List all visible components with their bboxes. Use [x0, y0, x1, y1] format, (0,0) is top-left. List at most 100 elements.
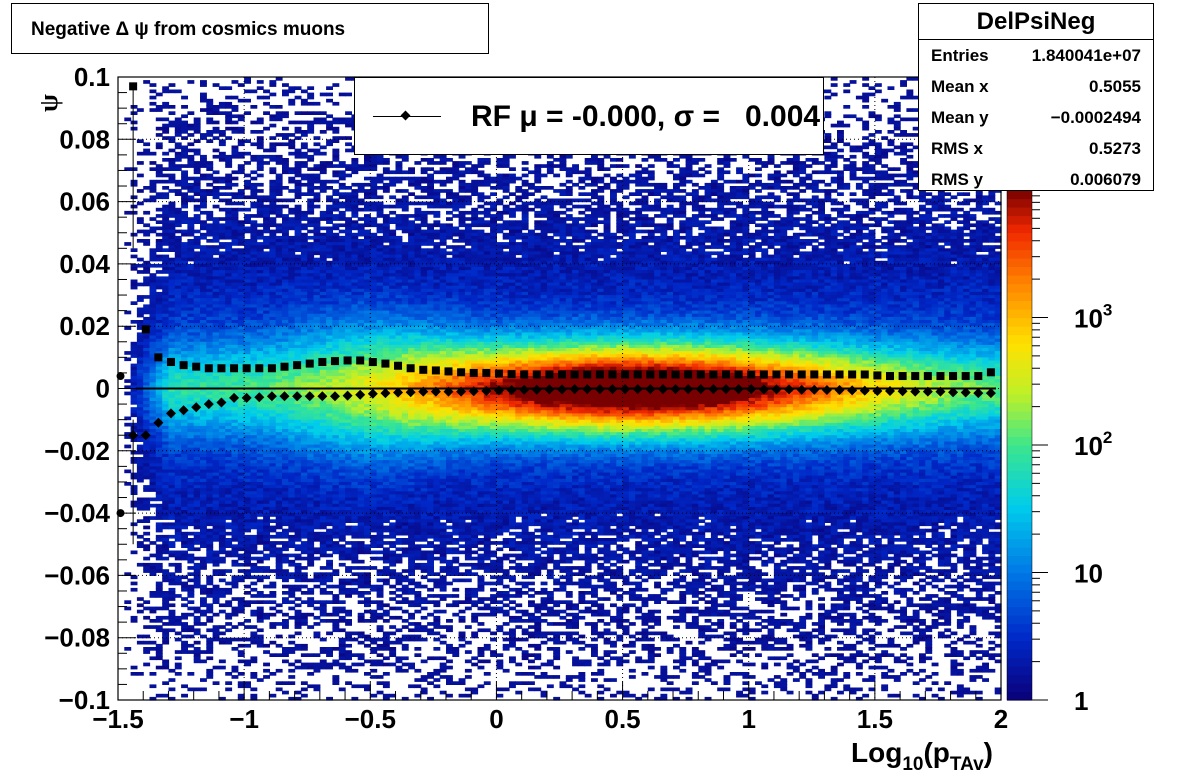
series-upper-point — [923, 372, 932, 381]
y-tick-label: 0 — [96, 374, 110, 404]
series-RF-point — [910, 386, 921, 397]
series-RF-point — [229, 392, 240, 403]
series-RF-point — [342, 390, 353, 401]
series-RF-point — [620, 384, 631, 395]
stats-row-mean-x: Mean x 0.5055 — [919, 71, 1153, 102]
series-RF-point — [859, 385, 870, 396]
series-upper-point — [848, 370, 857, 379]
y-tick-label: 0.06 — [59, 187, 110, 217]
legend-label: RF μ = -0.000, σ = 0.004 — [471, 78, 820, 156]
y-axis: −0.1 −0.08 −0.06 −0.04 −0.02 0 0.02 0.04 0.06 0.0… — [44, 62, 136, 715]
color-scale-step — [1007, 368, 1032, 378]
series-RF-point — [922, 386, 933, 397]
series-upper-point — [318, 358, 327, 367]
series-RF-point — [178, 405, 189, 416]
series-RF-point — [355, 389, 366, 400]
series-RF-point — [317, 391, 328, 402]
stats-name: DelPsiNeg — [919, 4, 1153, 40]
series-RF-point — [329, 391, 340, 402]
color-scale-step — [1007, 445, 1032, 455]
color-scale-step — [1007, 581, 1032, 591]
series-RF-point — [632, 384, 643, 395]
series-upper-point — [810, 370, 819, 379]
color-scale-step — [1007, 530, 1032, 540]
stats-box: DelPsiNeg Entries 1.840041e+07 Mean x 0.50… — [918, 3, 1154, 191]
color-scale-step — [1007, 249, 1032, 259]
color-scale-step — [1007, 190, 1032, 200]
series-RF-point — [443, 386, 454, 397]
series-upper-point — [633, 370, 642, 379]
x-axis: −1.5 −1 −0.5 0 0.5 1 1.5 2 — [92, 682, 1008, 734]
series-upper-point — [166, 358, 175, 367]
series-markers — [116, 82, 996, 545]
series-upper-point — [204, 364, 213, 373]
color-scale-step — [1007, 555, 1032, 565]
y-tick-label: 0.04 — [59, 249, 110, 279]
series-RF-point — [456, 386, 467, 397]
color-scale-step — [1007, 360, 1032, 370]
series-upper-point — [545, 370, 554, 379]
series-upper-point — [192, 362, 201, 371]
series-upper-point — [343, 356, 352, 365]
y-tick-label: 0.02 — [59, 311, 110, 341]
y-tick-label: −0.08 — [44, 623, 110, 653]
series-upper-point — [330, 357, 339, 366]
color-scale-step — [1007, 674, 1032, 684]
color-scale-step — [1007, 334, 1032, 344]
color-scale-step — [1007, 640, 1032, 650]
series-upper-point — [772, 370, 781, 379]
series-upper-point — [722, 370, 731, 379]
series-RF-point — [821, 385, 832, 396]
series-upper-point — [558, 370, 567, 379]
color-scale-step — [1007, 394, 1032, 404]
stats-row-rms-x: RMS x 0.5273 — [919, 133, 1153, 164]
series-RF-point — [481, 385, 492, 396]
chart-title: Negative Δ ψ from cosmics muons — [11, 3, 489, 54]
y-tick-label: −0.04 — [44, 498, 110, 528]
series-upper-point — [469, 368, 478, 377]
color-scale-step — [1007, 309, 1032, 319]
color-scale-step — [1007, 479, 1032, 489]
color-scale-step — [1007, 428, 1032, 438]
color-scale-step — [1007, 606, 1032, 616]
series-RF-point — [847, 385, 858, 396]
color-scale-step — [1007, 598, 1032, 608]
color-scale-step — [1007, 513, 1032, 523]
series-RF-point — [746, 384, 757, 395]
color-scale-step — [1007, 496, 1032, 506]
series-upper-point — [986, 368, 995, 377]
series-RF-point — [884, 385, 895, 396]
color-scale-step — [1007, 504, 1032, 514]
color-scale-step — [1007, 649, 1032, 659]
y-tick-label: −0.1 — [59, 685, 110, 715]
series-upper-point — [305, 359, 314, 368]
series-upper-point — [974, 372, 983, 381]
color-scale-step — [1007, 326, 1032, 336]
series-upper-point — [255, 364, 264, 373]
series-upper-point — [949, 372, 958, 381]
series-upper-point — [860, 370, 869, 379]
series-upper-point — [936, 372, 945, 381]
y-tick-label: −0.06 — [44, 560, 110, 590]
color-scale-step — [1007, 589, 1032, 599]
series-RF-point — [645, 384, 656, 395]
series-RF-point — [468, 386, 479, 397]
color-scale-step — [1007, 547, 1032, 557]
x-tick-label: 1.5 — [857, 704, 893, 734]
series-RF-point — [531, 384, 542, 395]
stats-row-entries: Entries 1.840041e+07 — [919, 40, 1153, 71]
color-scale-step — [1007, 572, 1032, 582]
z-tick-label: 103 — [1074, 301, 1112, 334]
color-scale-step — [1007, 198, 1032, 208]
series-upper-point — [406, 364, 415, 373]
series-RF-point — [430, 386, 441, 397]
series-upper-point — [759, 370, 768, 379]
series-RF-point — [695, 384, 706, 395]
color-scale-step — [1007, 615, 1032, 625]
series-upper-point — [532, 370, 541, 379]
color-scale-step — [1007, 623, 1032, 633]
series-RF-point — [973, 388, 984, 399]
series-upper-point — [368, 358, 377, 367]
color-scale-step — [1007, 343, 1032, 353]
